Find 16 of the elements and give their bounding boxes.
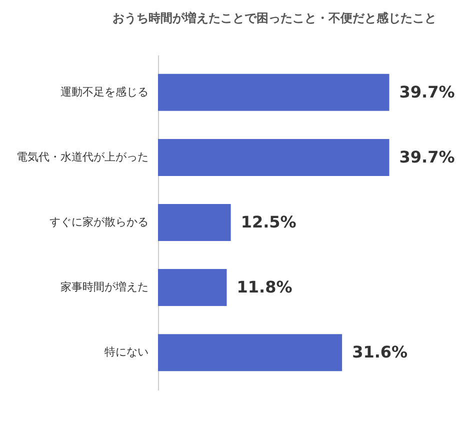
bar	[158, 269, 227, 306]
data-label: 12.5%	[240, 212, 296, 232]
y-tick-label: 特にない	[104, 346, 148, 359]
y-tick-label: 家事時間が増えた	[60, 280, 148, 294]
data-label: 39.7%	[399, 82, 455, 102]
data-label: 39.7%	[399, 147, 455, 166]
y-tick-label: すぐに家が散らかる	[50, 216, 148, 228]
y-tick-label: 運動不足を感じる	[60, 85, 148, 98]
y-tick-label: 電気代・水道代が上がった	[16, 150, 148, 164]
bar	[158, 204, 231, 241]
chart-title: おうち時間が増えたことで困ったこと・不便だと感じたこと	[112, 11, 436, 25]
bar	[158, 334, 342, 372]
bar	[158, 74, 390, 111]
data-label: 11.8%	[236, 278, 292, 297]
data-label: 31.6%	[352, 342, 408, 362]
bar	[158, 138, 390, 176]
